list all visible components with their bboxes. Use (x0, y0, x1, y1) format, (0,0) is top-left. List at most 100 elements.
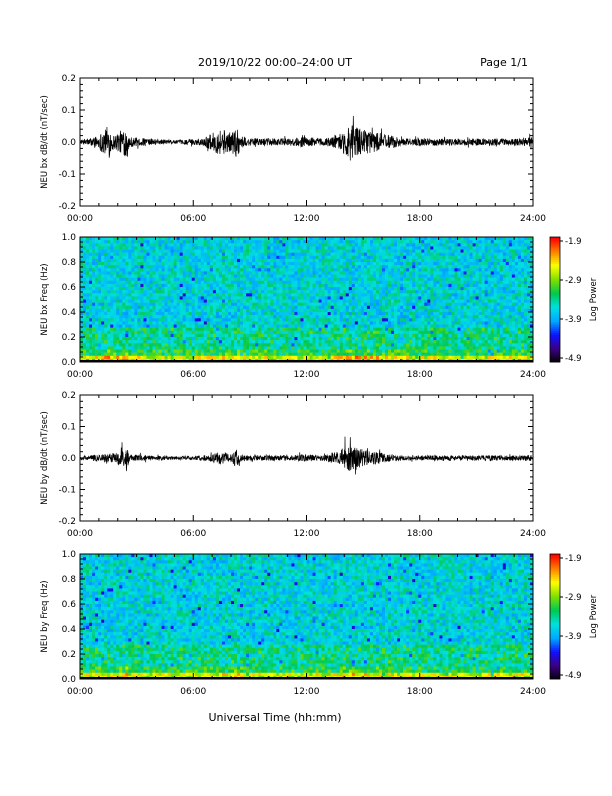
spectrogram-cell (394, 334, 397, 337)
spectrogram-cell (316, 312, 319, 315)
spectrogram-cell (270, 309, 273, 312)
spectrogram-cell (331, 290, 334, 293)
spectrogram-cell (119, 237, 122, 240)
spectrogram-cell (110, 312, 113, 315)
spectrogram-cell (343, 346, 346, 349)
spectrogram-cell (421, 281, 424, 284)
spectrogram-cell (159, 290, 162, 293)
spectrogram-cell (445, 243, 448, 246)
spectrogram-cell (128, 315, 131, 318)
spectrogram-cell (364, 350, 367, 353)
spectrogram-cell (397, 353, 400, 356)
spectrogram-cell (140, 346, 143, 349)
spectrogram-cell (427, 300, 430, 303)
spectrogram-cell (143, 262, 146, 265)
spectrogram-cell (325, 303, 328, 306)
spectrogram-cell (116, 353, 119, 356)
spectrogram-cell (174, 253, 177, 256)
spectrogram-cell (213, 337, 216, 340)
spectrogram-cell (258, 303, 261, 306)
spectrogram-cell (140, 265, 143, 268)
spectrogram-cell (322, 306, 325, 309)
spectrogram-cell (125, 325, 128, 328)
spectrogram-cell (125, 268, 128, 271)
spectrogram-cell (92, 334, 95, 337)
spectrogram-cell (385, 343, 388, 346)
spectrogram-cell (340, 290, 343, 293)
spectrogram-cell (376, 300, 379, 303)
spectrogram-cell (98, 337, 101, 340)
spectrogram-cell (319, 312, 322, 315)
spectrogram-cell (385, 243, 388, 246)
spectrogram-cell (198, 353, 201, 356)
spectrogram-cell (183, 334, 186, 337)
spectrogram-cell (137, 284, 140, 287)
spectrogram-cell (255, 309, 258, 312)
spectrogram-cell (149, 271, 152, 274)
spectrogram-cell (288, 268, 291, 271)
spectrogram-cell (294, 256, 297, 259)
spectrogram-cell (183, 340, 186, 343)
spectrogram-cell (128, 278, 131, 281)
spectrogram-cell (86, 325, 89, 328)
spectrogram-cell (313, 284, 316, 287)
spectrogram-cell (436, 309, 439, 312)
spectrogram-cell (107, 303, 110, 306)
spectrogram-cell (143, 350, 146, 353)
spectrogram-cell (143, 278, 146, 281)
spectrogram-cell (282, 328, 285, 331)
spectrogram-cell (131, 262, 134, 265)
spectrogram-cell (367, 337, 370, 340)
spectrogram-cell (267, 290, 270, 293)
spectrogram-cell (101, 318, 104, 321)
spectrogram-cell (313, 346, 316, 349)
spectrogram-cell (255, 268, 258, 271)
spectrogram-cell (237, 256, 240, 259)
spectrogram-cell (397, 240, 400, 243)
spectrogram-cell (421, 287, 424, 290)
spectrogram-cell (180, 328, 183, 331)
spectrogram-cell (140, 290, 143, 293)
spectrogram-cell (86, 353, 89, 356)
spectrogram-cell (207, 353, 210, 356)
spectrogram-cell (397, 303, 400, 306)
spectrogram-cell (125, 290, 128, 293)
spectrogram-cell (168, 278, 171, 281)
spectrogram-cell (149, 256, 152, 259)
spectrogram-cell (282, 325, 285, 328)
spectrogram-cell (216, 296, 219, 299)
spectrogram-cell (273, 262, 276, 265)
spectrogram-cell (171, 337, 174, 340)
spectrogram-cell (116, 262, 119, 265)
spectrogram-cell (361, 253, 364, 256)
spectrogram-cell (282, 340, 285, 343)
spectrogram-cell (186, 246, 189, 249)
spectrogram-cell (192, 306, 195, 309)
spectrogram-cell (234, 346, 237, 349)
spectrogram-cell (433, 300, 436, 303)
spectrogram-cell (310, 309, 313, 312)
spectrogram-cell (352, 337, 355, 340)
spectrogram-cell (352, 275, 355, 278)
spectrogram-cell (412, 237, 415, 240)
spectrogram-cell (134, 281, 137, 284)
spectrogram-cell (246, 303, 249, 306)
spectrogram-cell (177, 262, 180, 265)
spectrogram-cell (143, 290, 146, 293)
spectrogram-cell (297, 240, 300, 243)
spectrogram-cell (231, 343, 234, 346)
spectrogram-cell (261, 325, 264, 328)
spectrogram-cell (210, 275, 213, 278)
spectrogram-cell (319, 284, 322, 287)
spectrogram-cell (243, 353, 246, 356)
spectrogram-cell (334, 281, 337, 284)
spectrogram-cell (267, 306, 270, 309)
spectrogram-cell (258, 293, 261, 296)
spectrogram-cell (171, 253, 174, 256)
spectrogram-cell (424, 321, 427, 324)
spectrogram-cell (297, 300, 300, 303)
spectrogram-cell (89, 315, 92, 318)
spectrogram-cell (252, 356, 255, 359)
spectrogram-cell (110, 343, 113, 346)
spectrogram-cell (162, 318, 165, 321)
